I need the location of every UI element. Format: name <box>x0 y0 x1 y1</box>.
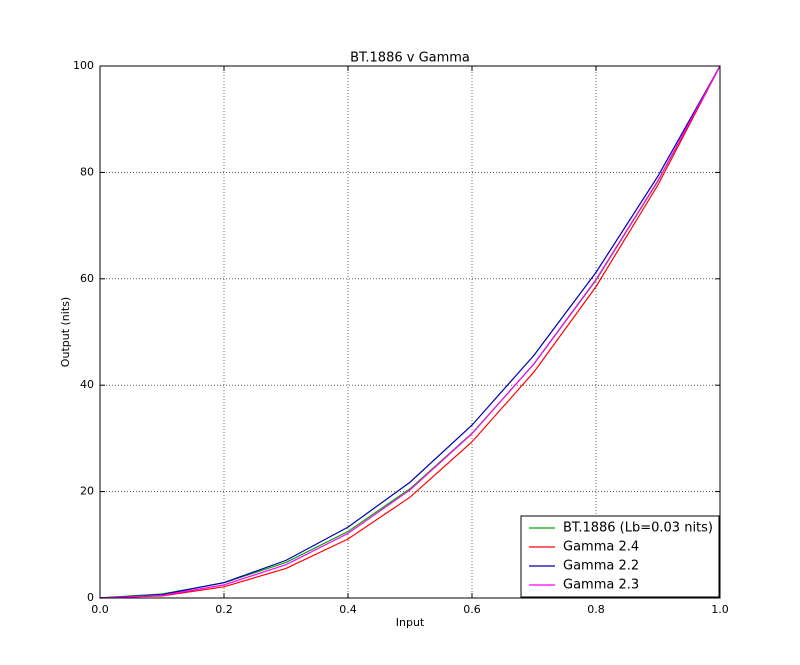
line-series <box>99 65 721 599</box>
x-tick-label: 1.0 <box>711 603 729 616</box>
legend-label: Gamma 2.3 <box>563 578 639 593</box>
x-tick-label: 0.4 <box>339 603 357 616</box>
y-tick-label: 100 <box>73 59 94 72</box>
x-tick-label: 0.6 <box>463 603 481 616</box>
y-tick-label: 20 <box>80 485 94 498</box>
x-tick-label: 0.8 <box>587 603 605 616</box>
legend-box <box>520 515 720 598</box>
line-series <box>99 65 721 599</box>
chart-title: BT.1886 v Gamma <box>350 51 470 66</box>
x-tick-label: 0.2 <box>215 603 233 616</box>
y-axis-label: Output (nits) <box>59 297 72 367</box>
x-axis-label: Input <box>396 616 425 629</box>
y-tick-label: 60 <box>80 272 94 285</box>
legend-label: Gamma 2.4 <box>563 540 639 555</box>
y-tick-label: 0 <box>87 591 94 604</box>
plot-frame <box>99 65 721 599</box>
y-tick-label: 40 <box>80 378 94 391</box>
legend-label: BT.1886 (Lb=0.03 nits) <box>563 521 713 536</box>
legend-label: Gamma 2.2 <box>563 559 639 574</box>
x-tick-label: 0.0 <box>91 603 109 616</box>
line-series <box>99 65 721 599</box>
y-tick-label: 80 <box>80 165 94 178</box>
